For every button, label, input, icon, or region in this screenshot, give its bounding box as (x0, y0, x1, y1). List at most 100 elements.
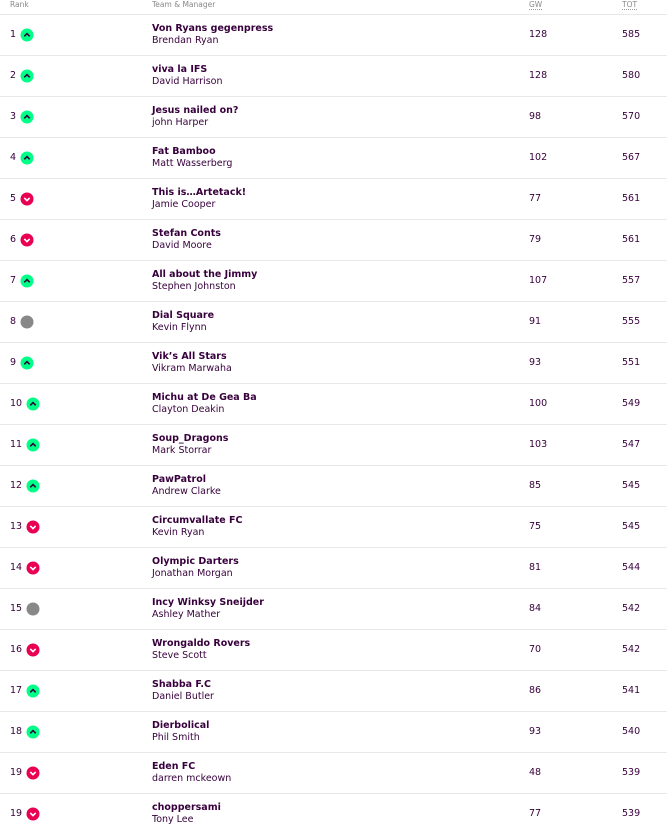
movement-icon (26, 643, 40, 657)
manager-name: Kevin Ryan (152, 527, 205, 538)
team-name[interactable]: Shabba F.C (152, 679, 212, 690)
movement-icon (20, 315, 34, 329)
movement-icon (20, 274, 34, 288)
rank: 12 (10, 480, 23, 491)
total-points: 561 (622, 234, 641, 245)
gw-points: 81 (529, 562, 542, 573)
movement-icon (20, 192, 34, 206)
team-name[interactable]: All about the Jimmy (152, 269, 258, 280)
total-points: 585 (622, 29, 641, 40)
manager-name: Stephen Johnston (152, 281, 236, 292)
standings-row[interactable]: 8 Dial Square Kevin Flynn 91 555 (0, 301, 667, 342)
team-name[interactable]: Jesus nailed on? (152, 105, 239, 116)
header-tot[interactable]: TOT (622, 0, 638, 10)
total-points: 557 (622, 275, 641, 286)
team-name[interactable]: Eden FC (152, 761, 196, 772)
total-points: 555 (622, 316, 641, 327)
total-points: 542 (622, 603, 641, 614)
manager-name: Jamie Cooper (152, 199, 216, 210)
header-gw[interactable]: GW (529, 0, 543, 10)
total-points: 551 (622, 357, 641, 368)
team-name[interactable]: Wrongaldo Rovers (152, 638, 251, 649)
manager-name: Tony Lee (152, 814, 194, 825)
gw-points: 79 (529, 234, 542, 245)
rank: 17 (10, 685, 23, 696)
standings-row[interactable]: 5 This is…Artetack! Jamie Cooper 77 561 (0, 178, 667, 219)
standings-row[interactable]: 10 Michu at De Gea Ba Clayton Deakin 100 549 (0, 383, 667, 424)
manager-name: Brendan Ryan (152, 35, 219, 46)
manager-name: Steve Scott (152, 650, 207, 661)
standings-row[interactable]: 4 Fat Bamboo Matt Wasserberg 102 567 (0, 137, 667, 178)
rank: 13 (10, 521, 23, 532)
team-name[interactable]: choppersami (152, 802, 221, 813)
total-points: 542 (622, 644, 641, 655)
team-name[interactable]: This is…Artetack! (152, 187, 247, 198)
team-name[interactable]: Dial Square (152, 310, 215, 321)
total-points: 545 (622, 480, 641, 491)
standings-row[interactable]: 18 Dierbolical Phil Smith 93 540 (0, 711, 667, 752)
team-name[interactable]: Incy Winksy Sneijder (152, 597, 264, 608)
standings-row[interactable]: 13 Circumvallate FC Kevin Ryan 75 545 (0, 506, 667, 547)
manager-name: Phil Smith (152, 732, 200, 743)
standings-row[interactable]: 19 Eden FC darren mckeown 48 539 (0, 752, 667, 793)
gw-points: 70 (529, 644, 542, 655)
team-name[interactable]: PawPatrol (152, 474, 207, 485)
movement-icon (26, 438, 40, 452)
rank: 6 (10, 234, 17, 245)
standings-row[interactable]: 2 viva la IFS David Harrison 128 580 (0, 55, 667, 96)
gw-points: 98 (529, 111, 542, 122)
gw-points: 91 (529, 316, 542, 327)
standings-row[interactable]: 6 Stefan Conts David Moore 79 561 (0, 219, 667, 260)
rank: 8 (10, 316, 17, 327)
team-name[interactable]: Olympic Darters (152, 556, 239, 567)
movement-icon (26, 684, 40, 698)
team-name[interactable]: Michu at De Gea Ba (152, 392, 257, 403)
standings-row[interactable]: 16 Wrongaldo Rovers Steve Scott 70 542 (0, 629, 667, 670)
team-name[interactable]: Von Ryans gegenpress (152, 23, 274, 34)
manager-name: David Moore (152, 240, 212, 251)
total-points: 541 (622, 685, 641, 696)
total-points: 580 (622, 70, 641, 81)
rank: 4 (10, 152, 17, 163)
gw-points: 103 (529, 439, 548, 450)
total-points: 539 (622, 767, 641, 778)
standings-row[interactable]: 15 Incy Winksy Sneijder Ashley Mather 84 542 (0, 588, 667, 629)
standings-row[interactable]: 7 All about the Jimmy Stephen Johnston 107 5… (0, 260, 667, 301)
gw-points: 85 (529, 480, 542, 491)
movement-icon (20, 233, 34, 247)
manager-name: Andrew Clarke (152, 486, 221, 497)
total-points: 545 (622, 521, 641, 532)
total-points: 570 (622, 111, 641, 122)
manager-name: darren mckeown (152, 773, 232, 784)
gw-points: 107 (529, 275, 548, 286)
rank: 11 (10, 439, 23, 450)
movement-icon (20, 110, 34, 124)
total-points: 544 (622, 562, 641, 573)
team-name[interactable]: Vik’s All Stars (152, 351, 227, 362)
movement-icon (26, 602, 40, 616)
standings-row[interactable]: 19 choppersami Tony Lee 77 539 (0, 793, 667, 834)
team-name[interactable]: Fat Bamboo (152, 146, 216, 157)
standings-row[interactable]: 14 Olympic Darters Jonathan Morgan 81 544 (0, 547, 667, 588)
team-name[interactable]: Circumvallate FC (152, 515, 243, 526)
manager-name: Daniel Butler (152, 691, 214, 702)
team-name[interactable]: viva la IFS (152, 64, 208, 75)
team-name[interactable]: Soup_Dragons (152, 433, 229, 444)
team-name[interactable]: Dierbolical (152, 720, 210, 731)
standings-row[interactable]: 12 PawPatrol Andrew Clarke 85 545 (0, 465, 667, 506)
gw-points: 84 (529, 603, 542, 614)
rank: 9 (10, 357, 17, 368)
standings-row[interactable]: 3 Jesus nailed on? john Harper 98 570 (0, 96, 667, 137)
team-name[interactable]: Stefan Conts (152, 228, 221, 239)
standings-row[interactable]: 11 Soup_Dragons Mark Storrar 103 547 (0, 424, 667, 465)
total-points: 540 (622, 726, 641, 737)
movement-icon (26, 725, 40, 739)
movement-icon (26, 766, 40, 780)
header-team: Team & Manager (152, 0, 216, 9)
gw-points: 93 (529, 357, 542, 368)
standings-row[interactable]: 17 Shabba F.C Daniel Butler 86 541 (0, 670, 667, 711)
standings-row[interactable]: 1 Von Ryans gegenpress Brendan Ryan 128 585 (0, 14, 667, 55)
gw-points: 77 (529, 193, 542, 204)
standings-row[interactable]: 9 Vik’s All Stars Vikram Marwaha 93 551 (0, 342, 667, 383)
rank: 18 (10, 726, 23, 737)
